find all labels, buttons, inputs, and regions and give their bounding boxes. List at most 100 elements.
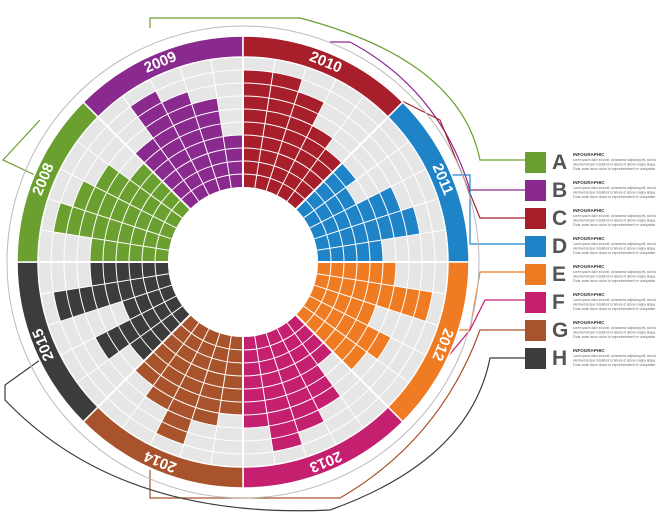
bar [317, 240, 383, 262]
legend-letter: B [552, 179, 567, 202]
legend-text: Lorem ipsum dolor sit amet, consectetur … [573, 242, 656, 246]
bar [314, 273, 433, 322]
grid-ring [50, 69, 436, 455]
bar [95, 296, 183, 360]
legend-swatch [525, 208, 546, 229]
bar [314, 206, 420, 251]
bar [296, 306, 367, 371]
legend-text: Duis aute irure dolor in reprehenderit i… [573, 335, 656, 339]
connector [452, 174, 525, 245]
legend-swatch [525, 180, 546, 201]
bar [277, 322, 341, 410]
legend-title: INFOGRAPHIC [573, 320, 605, 325]
legend-letter: C [552, 207, 567, 230]
legend-text: Duis aute irure dolor in reprehenderit i… [573, 195, 656, 199]
legend-title: INFOGRAPHIC [573, 264, 605, 269]
bar [129, 306, 190, 361]
legend-text: Lorem ipsum dolor sit amet, consectetur … [573, 158, 656, 162]
bar [53, 273, 172, 322]
grid-ring [76, 95, 410, 429]
legend-text: Duis aute irure dolor in reprehenderit i… [573, 279, 656, 283]
grid-ring [128, 147, 358, 377]
bar [287, 315, 333, 365]
legend-text: Duis aute irure dolor in reprehenderit i… [573, 363, 656, 367]
legend-letter: G [552, 319, 568, 342]
legend-swatch [525, 152, 546, 173]
legend-text: Lorem ipsum dolor sit amet, consectetur … [573, 354, 656, 358]
legend-text: Lorem ipsum dolor sit amet, consectetur … [573, 326, 656, 330]
bar [243, 336, 269, 429]
legend-swatch [525, 320, 546, 341]
bar [155, 328, 220, 445]
bar [161, 91, 220, 196]
bar [309, 285, 377, 326]
bar [303, 296, 391, 360]
bar [254, 333, 303, 452]
legend-text: eiusmod tempor incididunt ut labore et d… [573, 275, 656, 279]
legend-text: eiusmod tempor incididunt ut labore et d… [573, 163, 656, 167]
connector [149, 17, 525, 161]
legend-text: Duis aute irure dolor in reprehenderit i… [573, 223, 656, 227]
bar [266, 328, 325, 433]
legend-text: Lorem ipsum dolor sit amet, consectetur … [573, 214, 656, 218]
grid-ring [154, 173, 332, 351]
legend-swatch [525, 348, 546, 369]
legend-swatch [525, 264, 546, 285]
legend-letter: F [552, 291, 565, 314]
grid-ring [115, 134, 371, 390]
grid-ring [102, 121, 384, 403]
legend-text: eiusmod tempor incididunt ut labore et d… [573, 303, 656, 307]
bar [303, 187, 357, 228]
legend-letter: H [552, 347, 567, 370]
legend-text: eiusmod tempor incididunt ut labore et d… [573, 331, 656, 335]
bar [95, 164, 183, 228]
legend-text: Duis aute irure dolor in reprehenderit i… [573, 251, 656, 255]
bar [122, 285, 177, 320]
bar [191, 98, 232, 191]
legend-text: eiusmod tempor incididunt ut labore et d… [573, 359, 656, 363]
legend-letter: D [552, 235, 567, 258]
bar [296, 163, 357, 218]
grid-ring [141, 160, 345, 364]
grid-ring [63, 82, 423, 442]
legend-text: Lorem ipsum dolor sit amet, consectetur … [573, 186, 656, 190]
legend-title: INFOGRAPHIC [573, 152, 605, 157]
legend-text: eiusmod tempor incididunt ut labore et d… [573, 191, 656, 195]
bar [145, 322, 209, 410]
legend-text: Lorem ipsum dolor sit amet, consectetur … [573, 298, 656, 302]
legend-text: Duis aute irure dolor in reprehenderit i… [573, 307, 656, 311]
bar [254, 72, 303, 191]
legend-text: eiusmod tempor incididunt ut labore et d… [573, 247, 656, 251]
cell-grid [38, 57, 448, 467]
legend-letter: A [552, 151, 567, 174]
legend-text: eiusmod tempor incididunt ut labore et d… [573, 219, 656, 223]
year-band [16, 101, 100, 263]
bar [309, 186, 401, 239]
legend-text: Duis aute irure dolor in reprehenderit i… [573, 167, 656, 171]
bar [243, 70, 274, 188]
grid-ring [89, 108, 397, 416]
legend-letter: E [552, 263, 566, 286]
legend-title: INFOGRAPHIC [573, 236, 605, 241]
legend-swatch [525, 292, 546, 313]
bar [53, 202, 172, 251]
bar [134, 138, 199, 209]
bar [134, 315, 199, 386]
outer-ring [6, 25, 480, 499]
connector [149, 329, 525, 499]
legend-title: INFOGRAPHIC [573, 180, 605, 185]
bar [130, 90, 209, 202]
bar [191, 333, 232, 426]
legend-title: INFOGRAPHIC [573, 208, 605, 213]
bar [287, 148, 342, 209]
connector [2, 119, 41, 176]
center-hole [168, 187, 318, 337]
connector [4, 357, 525, 512]
connector [455, 271, 525, 331]
legend-swatch [525, 236, 546, 257]
legend-text: Lorem ipsum dolor sit amet, consectetur … [573, 270, 656, 274]
bar [266, 91, 325, 196]
